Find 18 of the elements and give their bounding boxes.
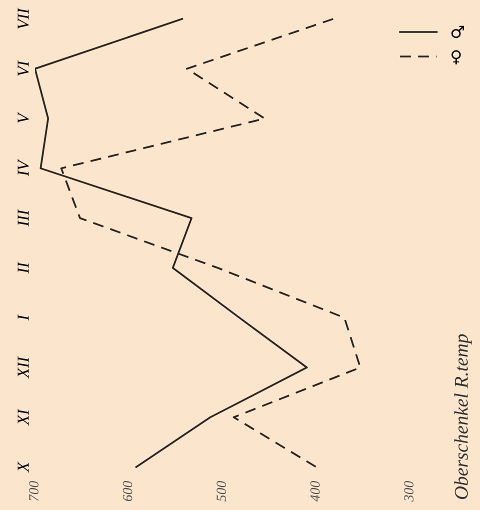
x-tick-label: 400 [310, 480, 320, 502]
y-tick-label: XI [18, 408, 29, 426]
y-tick-label: I [18, 314, 29, 321]
legend-label: ♂ [451, 26, 464, 38]
y-tick-label: II [18, 262, 29, 274]
x-tick-label: 500 [216, 480, 226, 502]
x-tick-label: 300 [404, 480, 414, 502]
y-tick-label: V [18, 112, 29, 123]
y-tick-label: VII [18, 8, 29, 29]
legend-title: Oberschenkel R.temp [454, 334, 472, 500]
y-tick-label: X [18, 461, 29, 473]
y-tick-label: XII [18, 356, 29, 379]
legend-label: ♀ [451, 50, 461, 64]
x-tick-label: 700 [29, 480, 38, 501]
y-tick-label: III [18, 209, 29, 226]
y-tick-label: VI [18, 60, 29, 76]
x-tick-label: 600 [122, 480, 132, 502]
y-tick-label: IV [18, 158, 29, 176]
